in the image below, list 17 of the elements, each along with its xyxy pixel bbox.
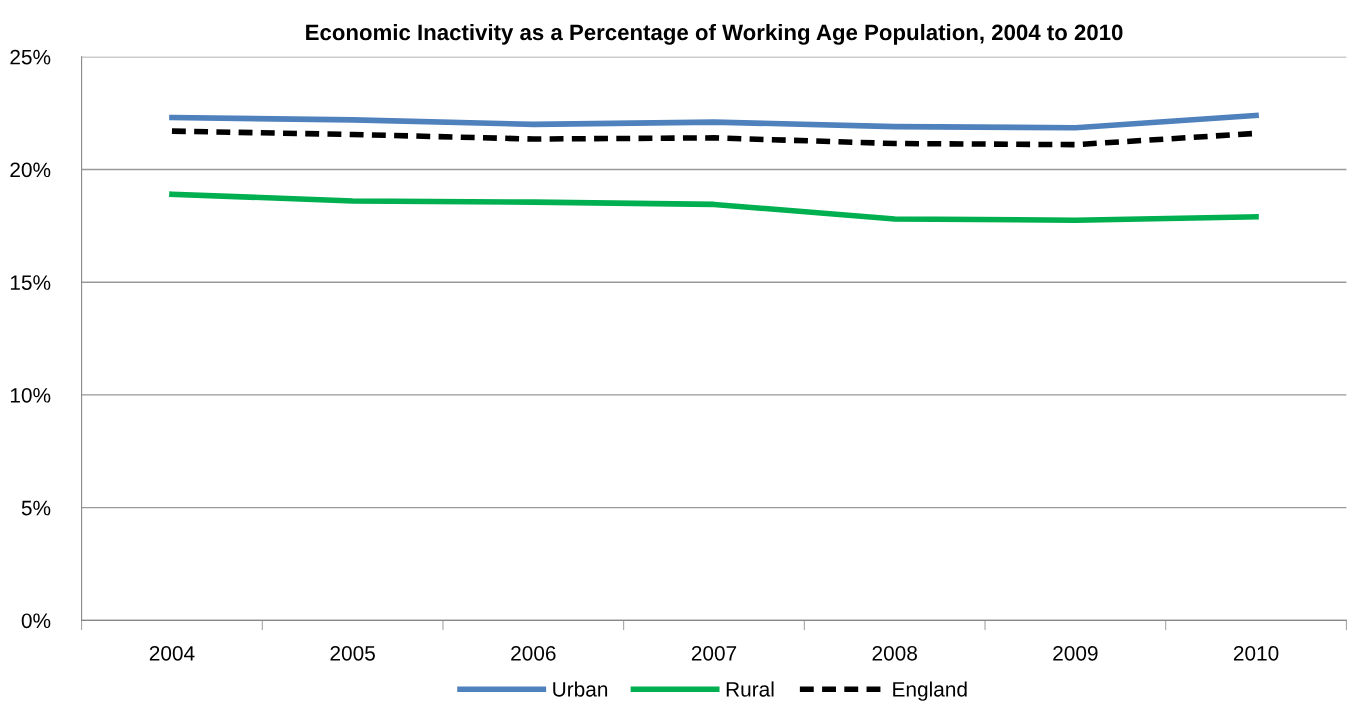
y-tick-label: 15%: [10, 275, 51, 290]
legend-label: Urban: [553, 681, 608, 697]
x-tick-label: 2009: [1053, 645, 1098, 661]
legend-label: Rural: [726, 681, 774, 697]
y-tick-label: 5%: [21, 500, 51, 516]
x-tick-label: 2008: [872, 645, 917, 661]
chart-title: Economic Inactivity as a Percentage of Working Age Population, 2004 to 2010: [306, 23, 1123, 45]
x-tick-label: 2006: [511, 645, 556, 661]
x-tick-label: 2004: [149, 645, 195, 661]
y-tick-label: 0%: [21, 613, 51, 629]
y-tick-label: 20%: [10, 162, 51, 178]
x-tick-label: 2010: [1233, 645, 1279, 661]
x-tick-label: 2007: [691, 645, 737, 661]
y-tick-label: 25%: [10, 49, 51, 65]
legend-label: England: [893, 681, 967, 701]
y-tick-label: 10%: [10, 387, 51, 403]
x-tick-label: 2005: [330, 645, 375, 661]
